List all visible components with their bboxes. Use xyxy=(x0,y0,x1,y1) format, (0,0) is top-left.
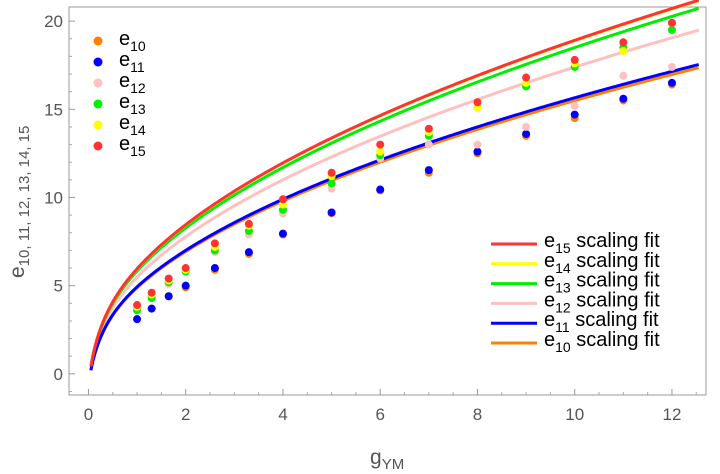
x-tick-label-5: 10 xyxy=(565,405,584,424)
plot-frame xyxy=(68,6,707,396)
point-e11-2 xyxy=(164,292,173,301)
y-axis-title: e10, 11, 12, 13, 14, 15 xyxy=(6,126,33,278)
point-e12-13 xyxy=(619,71,628,80)
legend-fit-label-e15: e15 scaling fit xyxy=(544,230,660,256)
legend-point-marker-e14 xyxy=(93,120,103,130)
x-axis-title: gYM xyxy=(370,446,404,473)
point-e15-10 xyxy=(473,98,482,107)
fit-line-e12 xyxy=(89,28,700,369)
point-e11-0 xyxy=(133,315,142,324)
legend-fit-label-e12: e12 scaling fit xyxy=(544,289,660,315)
point-e11-6 xyxy=(278,229,287,238)
legend-point-marker-e13 xyxy=(93,99,103,109)
point-e11-14 xyxy=(667,78,676,87)
point-e15-12 xyxy=(570,55,579,64)
y-axis-title-main: e xyxy=(6,266,29,278)
fit-line-e15 xyxy=(89,0,700,367)
legend-fit-label-e11: e11 scaling fit xyxy=(544,309,659,335)
x-axis-title-sub: YM xyxy=(382,456,405,473)
y-tick-label-0: 0 xyxy=(54,365,63,384)
point-e11-9 xyxy=(424,166,433,175)
legend-fit-label-e14: e14 scaling fit xyxy=(544,250,660,276)
legend-fit-label-e13: e13 scaling fit xyxy=(544,270,660,296)
x-tick-label-2: 4 xyxy=(278,405,287,424)
legend-point-label-e10: e10 xyxy=(119,28,146,54)
x-tick-label-1: 2 xyxy=(181,405,190,424)
point-e13-14 xyxy=(667,25,676,34)
point-e13-7 xyxy=(327,179,336,188)
point-e11-12 xyxy=(570,110,579,119)
point-e14-13 xyxy=(619,47,628,56)
x-axis-title-main: g xyxy=(370,446,382,469)
legend-point-label-e14: e14 xyxy=(119,112,146,138)
y-tick-label-4: 20 xyxy=(44,12,63,31)
point-e11-3 xyxy=(181,281,190,290)
legend-point-label-e11: e11 xyxy=(119,49,145,75)
point-e12-12 xyxy=(570,101,579,110)
point-e11-13 xyxy=(619,94,628,103)
point-e15-2 xyxy=(164,274,173,283)
point-e12-14 xyxy=(667,62,676,71)
point-e12-10 xyxy=(473,140,482,149)
point-e15-4 xyxy=(210,239,219,248)
legend-point-label-e15: e15 xyxy=(119,133,146,159)
point-e12-9 xyxy=(424,140,433,149)
point-e15-5 xyxy=(244,219,253,228)
point-e11-1 xyxy=(147,304,156,313)
x-tick-label-3: 6 xyxy=(375,405,384,424)
point-e15-8 xyxy=(376,140,385,149)
point-e15-6 xyxy=(278,195,287,204)
fit-lines xyxy=(89,0,700,371)
point-e12-11 xyxy=(522,122,531,131)
x-tick-label-4: 8 xyxy=(473,405,482,424)
x-tick-label-6: 12 xyxy=(663,405,682,424)
legend-fit-label-e10: e10 scaling fit xyxy=(544,329,660,355)
point-e15-9 xyxy=(424,124,433,133)
point-e11-4 xyxy=(210,264,219,273)
legend-point-marker-e11 xyxy=(93,57,103,67)
legend-point-marker-e10 xyxy=(93,36,103,46)
legend-point-label-e13: e13 xyxy=(119,91,146,117)
fit-line-e13 xyxy=(89,6,700,367)
y-tick-label-3: 15 xyxy=(44,100,63,119)
point-e15-11 xyxy=(522,73,531,82)
legend-point-marker-e15 xyxy=(93,141,103,151)
point-e11-5 xyxy=(244,248,253,257)
point-e14-8 xyxy=(376,147,385,156)
legend-point-label-e12: e12 xyxy=(119,70,146,96)
y-axis-title-sub: 10, 11, 12, 13, 14, 15 xyxy=(16,126,33,267)
point-e15-3 xyxy=(181,264,190,273)
point-e11-10 xyxy=(473,147,482,156)
x-axis-ticks: 0 2 4 6 8 10 12 xyxy=(84,389,697,424)
point-e15-14 xyxy=(667,18,676,27)
point-e11-11 xyxy=(522,129,531,138)
y-axis-ticks: 0 5 10 15 20 xyxy=(44,12,75,392)
y-tick-label-2: 10 xyxy=(44,188,63,207)
data-points xyxy=(133,18,676,324)
point-e15-1 xyxy=(147,288,156,297)
point-e15-13 xyxy=(619,38,628,47)
fit-line-e11 xyxy=(89,63,700,371)
point-e15-7 xyxy=(327,168,336,177)
y-tick-label-1: 5 xyxy=(54,277,63,296)
point-e11-7 xyxy=(327,208,336,217)
point-e11-8 xyxy=(376,185,385,194)
x-tick-label-0: 0 xyxy=(84,405,93,424)
legend-point-marker-e12 xyxy=(93,78,103,88)
point-e15-0 xyxy=(133,301,142,310)
